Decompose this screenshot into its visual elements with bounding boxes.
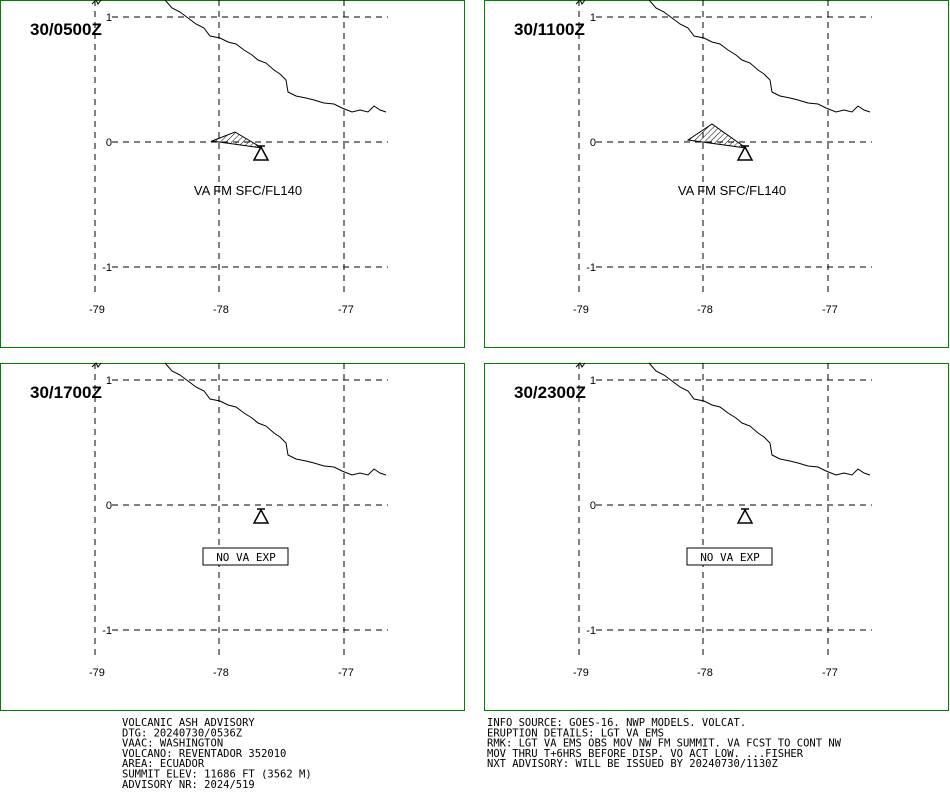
annotation-box <box>686 547 773 566</box>
latitude-label: 0 <box>590 500 596 512</box>
annotation: NO VA EXP <box>216 551 276 564</box>
latitude-label: 0 <box>106 137 112 149</box>
latitude-label: 0 <box>590 137 596 149</box>
latitude-label: 0 <box>106 500 112 512</box>
advisory-line: ADVISORY NR: 2024/519 <box>122 779 255 791</box>
annotation: VA FM SFC/FL140 <box>194 183 302 198</box>
advisory-line: ERUPTION DETAILS: LGT VA EMS <box>487 727 664 739</box>
map-panel: -79 -78 -77 1 0 -1 30/2300Z NO VA EXP <box>484 362 949 711</box>
latitude-label: -1 <box>102 262 112 274</box>
longitude-label: -79 <box>573 304 589 316</box>
advisory-line: VAAC: WASHINGTON <box>122 738 223 750</box>
advisory-line: VOLCANIC ASH ADVISORY <box>122 717 255 729</box>
annotation-box <box>202 547 289 566</box>
latitude-label: 1 <box>106 12 112 24</box>
latitude-label: 1 <box>590 12 596 24</box>
volcano-symbol <box>252 508 270 524</box>
advisory-line: VOLCANO: REVENTADOR 352010 <box>122 748 286 760</box>
volcano-symbol <box>736 145 754 161</box>
panel-border <box>484 0 949 348</box>
valid-time: 30/0500Z <box>30 20 102 39</box>
ash-area <box>210 131 263 149</box>
advisory-line: AREA: ECUADOR <box>122 758 205 770</box>
advisory-line: RMK: LGT VA EMS OBS MOV NW FM SUMMIT. VA… <box>487 738 842 750</box>
longitude-label: -79 <box>89 304 105 316</box>
ash-area <box>686 123 747 149</box>
map-panel: -79 -78 -77 1 0 -1 30/1700Z NO VA EXP <box>0 362 465 711</box>
longitude-label: -77 <box>338 304 354 316</box>
coastline <box>648 0 871 113</box>
annotation: NO VA EXP <box>700 551 760 564</box>
valid-time: 30/1100Z <box>514 20 585 39</box>
longitude-label: -79 <box>573 667 589 679</box>
coastline <box>164 0 387 113</box>
longitude-label: -79 <box>89 667 105 679</box>
volcano-symbol <box>252 145 270 161</box>
panel-border <box>0 363 465 711</box>
coast-fragment <box>575 362 586 368</box>
volcano-symbol <box>736 508 754 524</box>
longitude-label: -78 <box>213 304 229 316</box>
longitude-label: -78 <box>697 667 713 679</box>
latitude-label: -1 <box>102 625 112 637</box>
advisory-line: SUMMIT ELEV: 11686 FT (3562 M) <box>122 769 312 781</box>
longitude-label: -78 <box>697 304 713 316</box>
valid-time: 30/1700Z <box>30 383 102 402</box>
valid-time: 30/2300Z <box>514 383 586 402</box>
panel-border <box>484 363 949 711</box>
coastline <box>164 362 387 476</box>
advisory-line: NXT ADVISORY: WILL BE ISSUED BY 20240730… <box>487 758 778 770</box>
coastline <box>648 362 871 476</box>
coast-fragment <box>91 0 102 5</box>
map-panel: -79 -78 -77 1 0 -1 30/1100Z VA FM SFC/FL140 <box>484 0 949 348</box>
longitude-label: -78 <box>213 667 229 679</box>
longitude-label: -77 <box>822 667 838 679</box>
coast-fragment <box>91 362 102 368</box>
latitude-label: 1 <box>590 375 596 387</box>
latitude-label: -1 <box>586 262 596 274</box>
annotation: VA FM SFC/FL140 <box>678 183 786 198</box>
advisory-line: MOV THRU T+6HRS BEFORE DISP. VO ACT LOW.… <box>487 748 804 760</box>
latitude-label: -1 <box>586 625 596 637</box>
longitude-label: -77 <box>822 304 838 316</box>
panel-border <box>0 0 465 348</box>
advisory-line: DTG: 20240730/0536Z <box>122 727 242 739</box>
advisory-line: INFO SOURCE: GOES-16. NWP MODELS. VOLCAT… <box>487 717 746 729</box>
coast-fragment <box>575 0 586 5</box>
longitude-label: -77 <box>338 667 354 679</box>
latitude-label: 1 <box>106 375 112 387</box>
map-panel: -79 -78 -77 1 0 -1 30/0500Z VA FM SFC/FL140 <box>0 0 465 348</box>
